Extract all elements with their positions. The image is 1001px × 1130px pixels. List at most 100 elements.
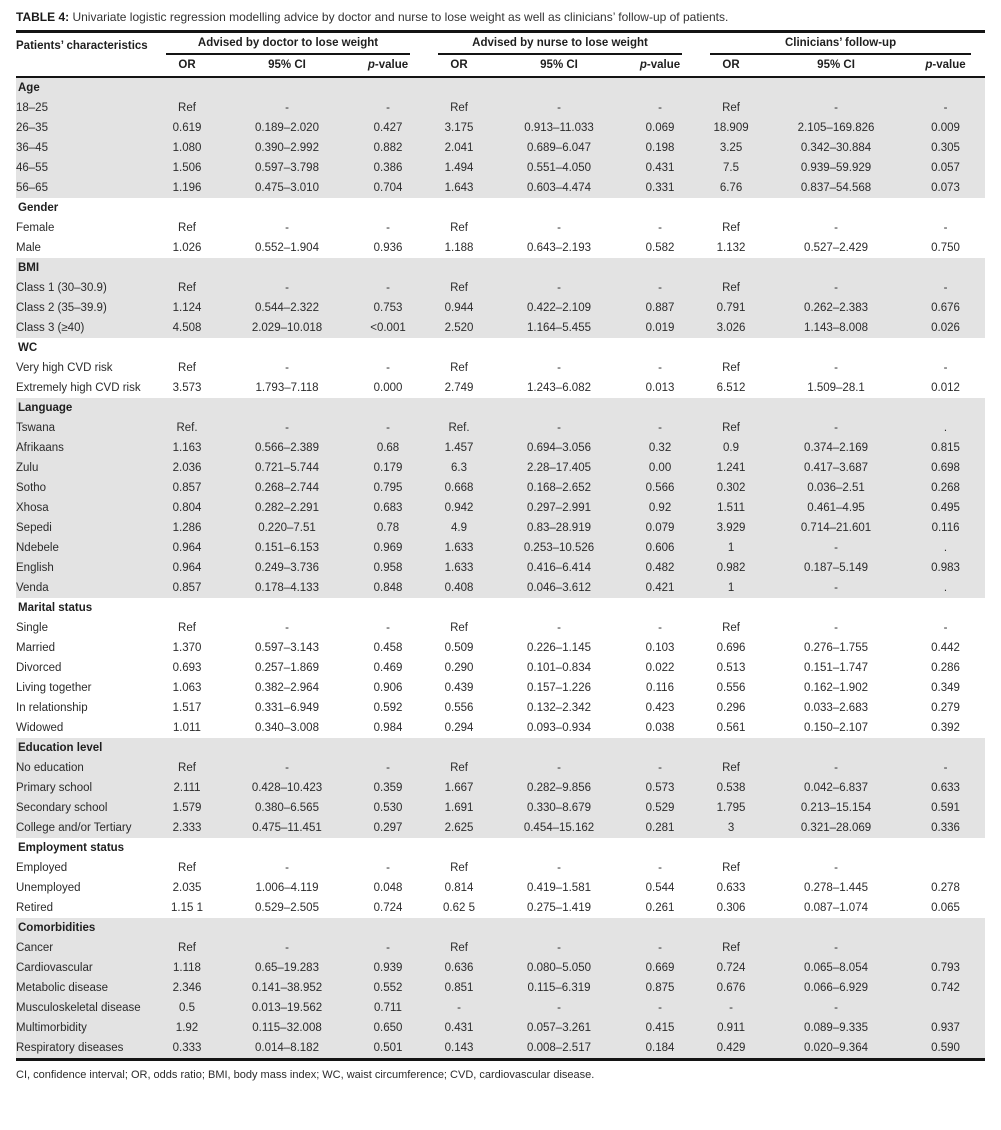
- table-row-widowed: Widowed 1.011 0.340–3.008 0.984 0.294 0.093–0…: [16, 718, 985, 738]
- cell: 0.964: [172, 562, 202, 574]
- cell: 0.380–6.565: [255, 802, 319, 814]
- cell: 0.009: [931, 122, 960, 134]
- cell: Ref: [722, 102, 740, 114]
- cell: 0.851: [444, 982, 474, 994]
- cell: 1.506: [172, 162, 202, 174]
- cell: 0.964: [172, 542, 202, 554]
- cell: 0.509: [444, 642, 474, 654]
- cell: 3.175: [444, 122, 474, 134]
- cell: -: [834, 862, 838, 874]
- table-row-respiratory-diseases: Respiratory diseases 0.333 0.014–8.182 0.50…: [16, 1038, 986, 1060]
- cell: 0.461–4.95: [807, 502, 865, 514]
- cell: 0.552: [373, 982, 403, 994]
- cell: 0.442: [931, 642, 960, 654]
- cell: 0.590: [931, 1042, 960, 1054]
- cell: -: [386, 222, 390, 234]
- cell: Ref: [450, 102, 468, 114]
- cell: 1.633: [444, 562, 474, 574]
- cell: Ref: [722, 362, 740, 374]
- table-row-sepedi: Sepedi 1.286 0.220–7.51 0.78 4.9 0.83–28.919 0…: [16, 518, 986, 538]
- cell: 1.132: [716, 242, 746, 254]
- table-row-extremely-high-cvd-risk: Extremely high CVD risk 3.573 1.793–7.118 0…: [16, 378, 985, 398]
- cell: 0.65–19.283: [255, 962, 319, 974]
- cell: -: [457, 1002, 461, 1014]
- cell: 0.066–6.929: [804, 982, 868, 994]
- cell: 0.000: [373, 382, 403, 394]
- cell: 0.268–2.744: [255, 482, 319, 494]
- cell: 0.439: [444, 682, 474, 694]
- row-label: 18–25: [16, 102, 48, 114]
- cell: -: [386, 942, 390, 954]
- cell: 1.143–8.008: [804, 322, 868, 334]
- table-row-no-education: No education Ref - - Ref - - Ref - -: [16, 758, 986, 778]
- cell: .: [943, 422, 948, 434]
- cell: 0.297–2.991: [527, 502, 591, 514]
- table-row-secondary-school: Secondary school 1.579 0.380–6.565 0.530 1.6…: [16, 798, 986, 818]
- cell: 3.25: [719, 142, 743, 154]
- cell: -: [386, 282, 390, 294]
- cell: -: [834, 222, 838, 234]
- cell: 0.582: [645, 242, 675, 254]
- cell: 1.196: [172, 182, 202, 194]
- row-label: Class 2 (35–39.9): [16, 302, 107, 314]
- cell: 0.349: [931, 682, 960, 694]
- cell: 0.116: [931, 522, 960, 534]
- cell: 0.983: [931, 562, 960, 574]
- cell: 1.164–5.455: [527, 322, 591, 334]
- cell: 0.795: [373, 482, 403, 494]
- group-header-clinicians: Clinicians’ follow-up: [696, 33, 985, 55]
- cell: 0.151–1.747: [804, 662, 868, 674]
- cell: 0.591: [931, 802, 960, 814]
- col-header-or: OR: [450, 59, 468, 71]
- cell: 1.163: [172, 442, 202, 454]
- cell: 0.415: [645, 1022, 675, 1034]
- cell: 0.538: [716, 782, 746, 794]
- cell: 2.111: [173, 782, 201, 794]
- cell: 1.579: [172, 802, 202, 814]
- cell: -: [557, 222, 561, 234]
- cell: 0.008–2.517: [527, 1042, 591, 1054]
- row-label: Extremely high CVD risk: [16, 382, 141, 394]
- cell: 0.089–9.335: [804, 1022, 868, 1034]
- cell: 0.566: [645, 482, 675, 494]
- cell: 0.157–1.226: [527, 682, 591, 694]
- cell: 0.791: [716, 302, 746, 314]
- cell: -: [834, 762, 838, 774]
- cell: 0.529: [645, 802, 675, 814]
- cell: 1.643: [444, 182, 474, 194]
- cell: -: [658, 762, 662, 774]
- row-label: 36–45: [16, 142, 48, 154]
- col-header-patients-characteristics: Patients’ characteristics: [16, 40, 148, 52]
- cell: 0.913–11.033: [524, 122, 594, 134]
- cell: 0.704: [373, 182, 403, 194]
- cell: 0.294: [444, 722, 474, 734]
- row-label: English: [16, 562, 54, 574]
- col-header-95-ci: 95% CI: [268, 59, 306, 71]
- cell: 0.711: [374, 1002, 402, 1014]
- cell: 0.275–1.419: [527, 902, 591, 914]
- cell: 0.257–1.869: [255, 662, 319, 674]
- cell: 0.132–2.342: [527, 702, 591, 714]
- table-row-primary-school: Primary school 2.111 0.428–10.423 0.359 1.66…: [16, 778, 986, 798]
- cell: 0.68: [376, 442, 400, 454]
- cell: -: [943, 762, 948, 774]
- section-header-age: Age: [16, 77, 986, 98]
- cell: 4.508: [172, 322, 202, 334]
- cell: 0.619: [172, 122, 202, 134]
- row-label: Unemployed: [16, 882, 81, 894]
- cell: 0.115–6.319: [527, 982, 591, 994]
- table-header: Patients’ characteristics Advised by doc…: [16, 33, 985, 77]
- section-header-comorbidities: Comorbidities: [16, 918, 986, 938]
- cell: 1: [727, 542, 735, 554]
- cell: 0.650: [373, 1022, 403, 1034]
- cell: 0.390–2.992: [255, 142, 319, 154]
- cell: -: [658, 362, 662, 374]
- cell: 3: [727, 822, 735, 834]
- cell: 1.92: [175, 1022, 199, 1034]
- section-title: WC: [18, 342, 38, 354]
- row-label: Class 1 (30–30.9): [16, 282, 107, 294]
- cell: 0.698: [931, 462, 960, 474]
- row-label: Widowed: [16, 722, 64, 734]
- cell: -: [285, 102, 289, 114]
- cell: .: [943, 582, 948, 594]
